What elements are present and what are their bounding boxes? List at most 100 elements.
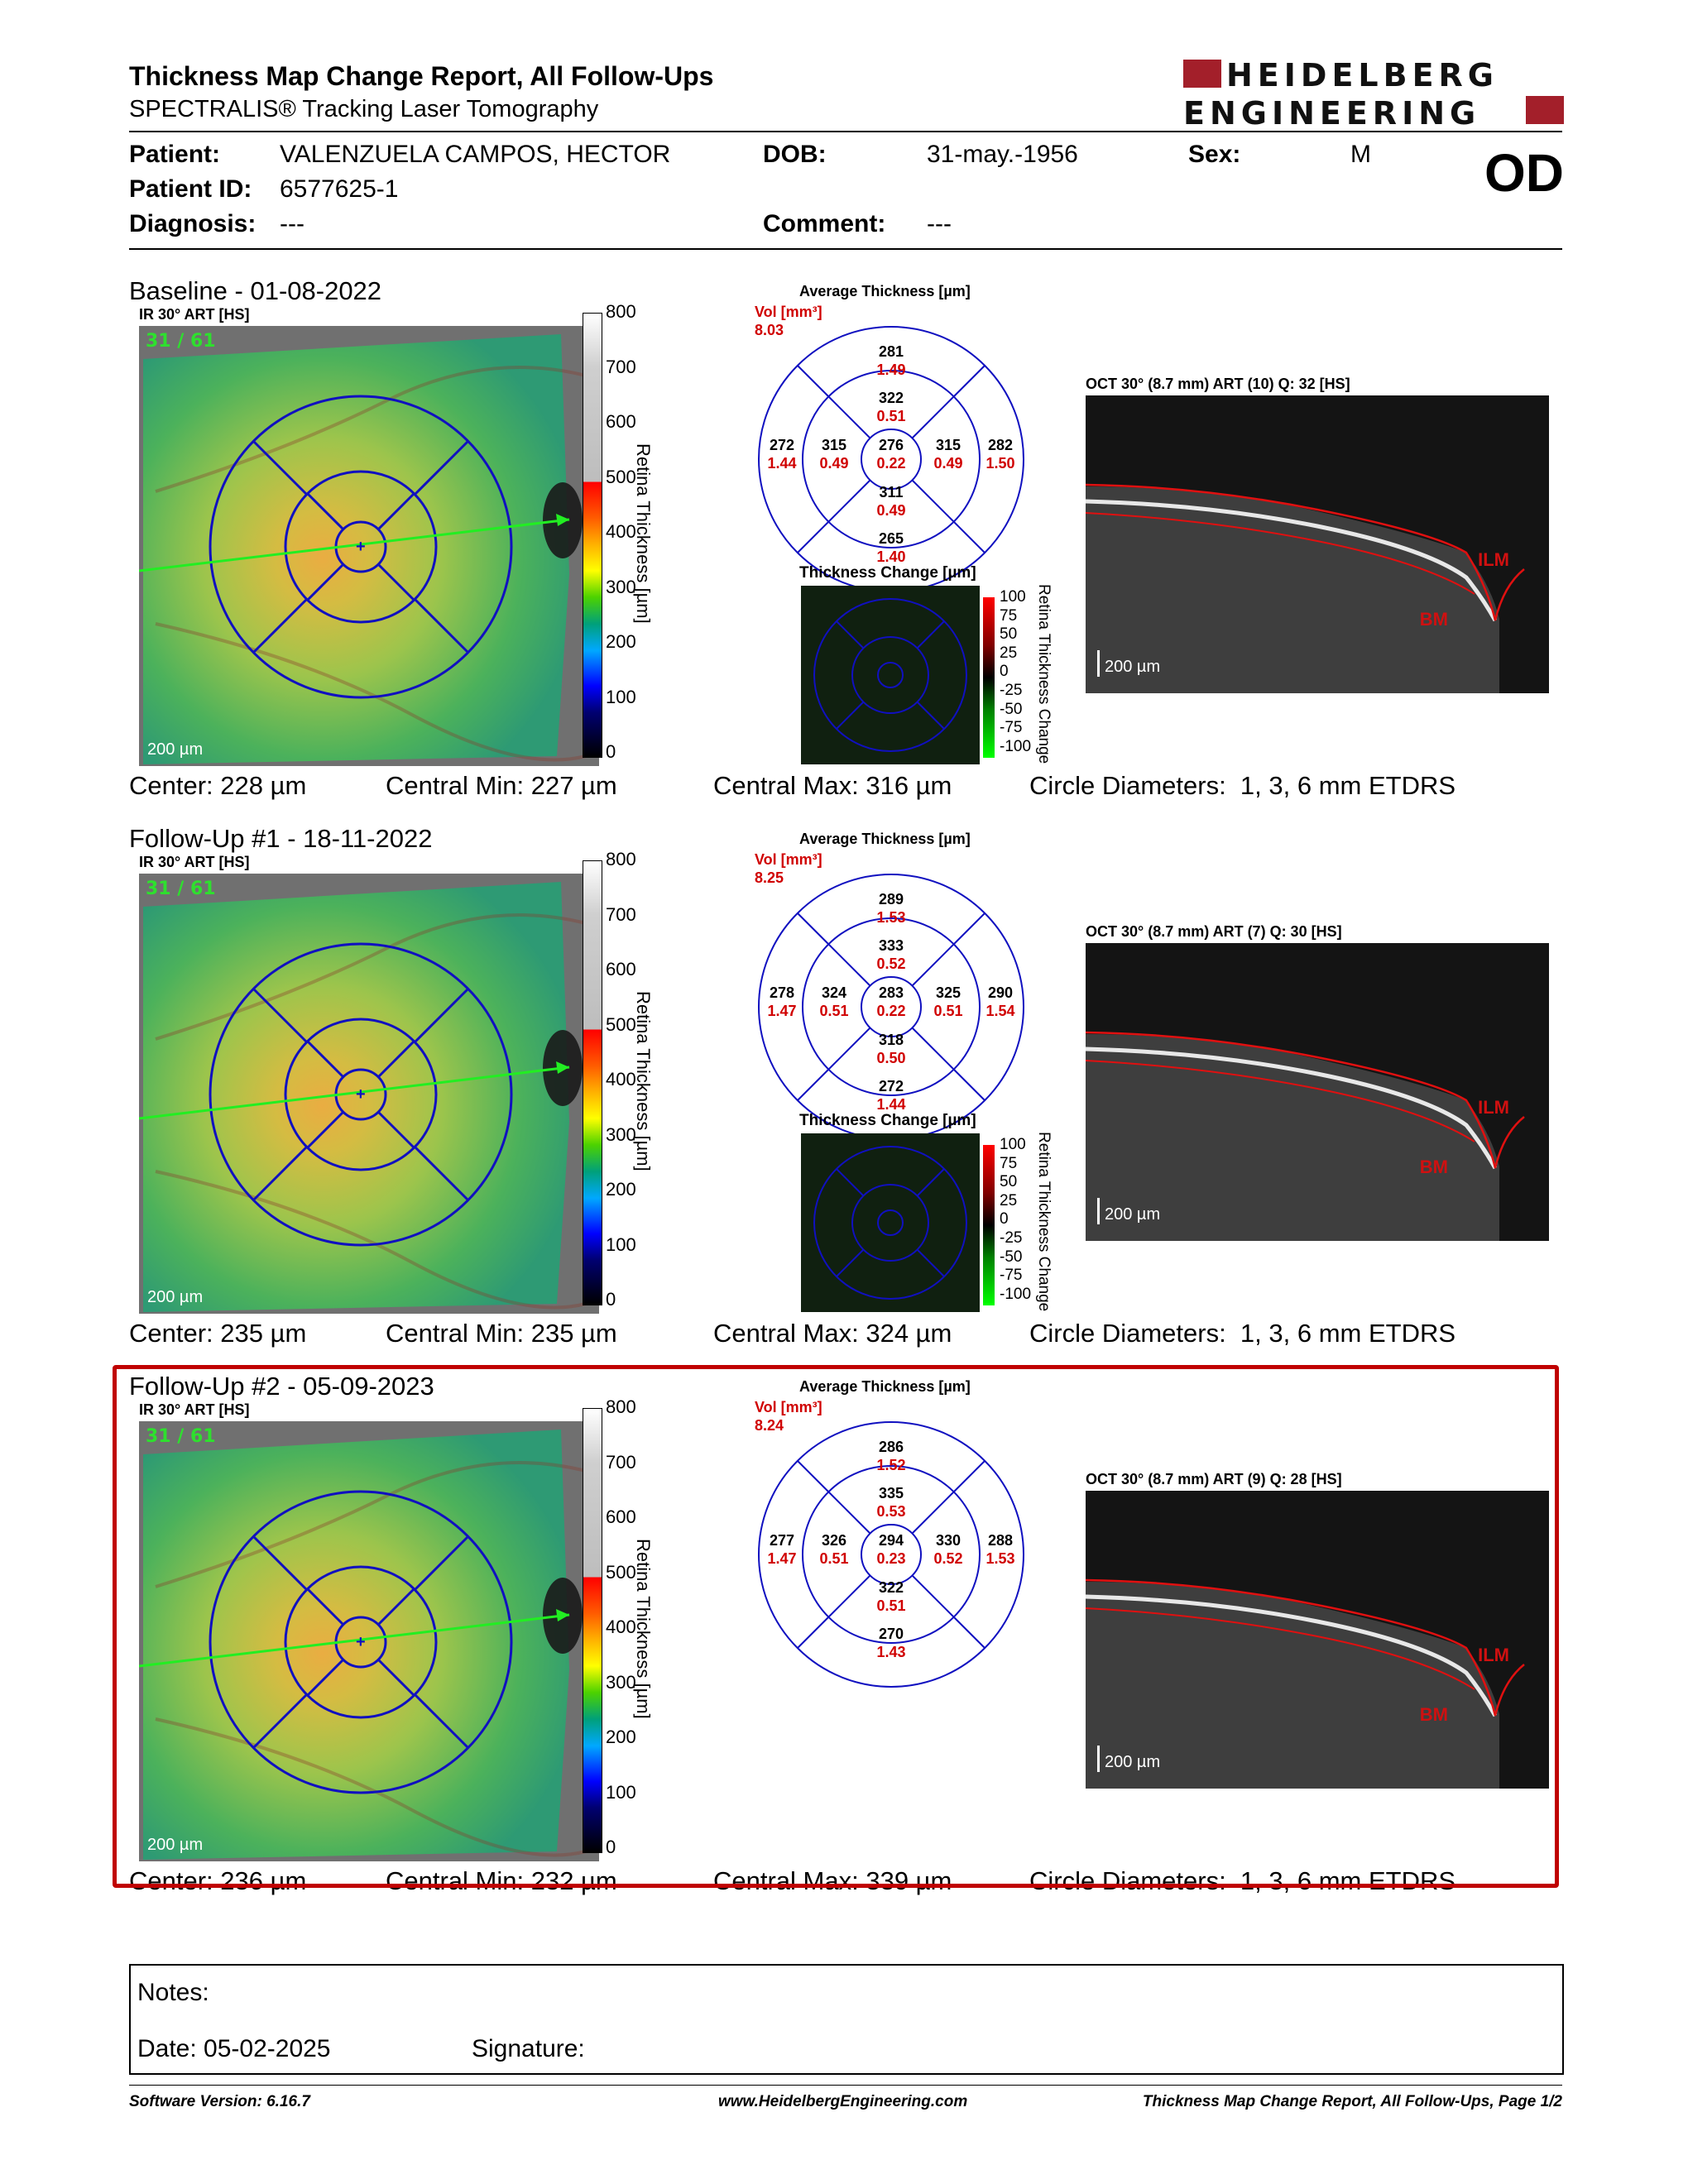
ilm-label: ILM bbox=[1478, 1097, 1509, 1118]
change-colorbar-tick: 75 bbox=[1000, 606, 1018, 625]
thickness-colorbar bbox=[583, 313, 602, 758]
sector-volume: 0.49 bbox=[933, 455, 963, 472]
etdrs-sector-outer-inf: 270 1.43 bbox=[858, 1625, 924, 1661]
thickness-map-image: + 31 / 61 200 µm bbox=[139, 874, 599, 1314]
change-colorbar-tick: 100 bbox=[1000, 1136, 1026, 1153]
etdrs-sector-inner-nasal: 330 0.52 bbox=[915, 1531, 981, 1568]
svg-text:+: + bbox=[356, 1633, 366, 1651]
sector-thickness: 265 bbox=[878, 530, 904, 547]
header-divider bbox=[129, 131, 1562, 132]
change-axis-label: Retina Thickness Change bbox=[1035, 584, 1053, 764]
change-colorbar-tick: -100 bbox=[1000, 1285, 1032, 1303]
etdrs-sector-inner-nasal: 315 0.49 bbox=[915, 436, 981, 472]
change-colorbar-tick: -75 bbox=[1000, 1267, 1023, 1285]
volume-block: Vol [mm³] 8.24 bbox=[755, 1398, 822, 1434]
ir-image-title: IR 30° ART [HS] bbox=[139, 854, 250, 870]
notes-box[interactable]: Notes: Date: 05-02-2025 Signature: bbox=[129, 1964, 1564, 2075]
change-colorbar-tick: 50 bbox=[1000, 625, 1018, 644]
ir-image-title: IR 30° ART [HS] bbox=[139, 306, 250, 323]
patient-id-label: Patient ID: bbox=[129, 175, 252, 203]
volume-value: 8.03 bbox=[755, 322, 784, 338]
sector-volume: 0.52 bbox=[876, 956, 906, 972]
sector-volume: 0.50 bbox=[876, 1050, 906, 1066]
page-indicator: Thickness Map Change Report, All Follow-… bbox=[1142, 2093, 1562, 2110]
change-colorbar-tick: 25 bbox=[1000, 1191, 1018, 1209]
patient-label: Patient: bbox=[129, 141, 221, 168]
sector-thickness: 315 bbox=[821, 437, 847, 453]
change-colorbar bbox=[983, 597, 995, 758]
change-colorbar-tick: -25 bbox=[1000, 1229, 1023, 1247]
oct-scan-title: OCT 30° (8.7 mm) ART (7) Q: 30 [HS] bbox=[1086, 923, 1342, 940]
sector-thickness: 318 bbox=[878, 1032, 904, 1048]
sector-volume: 1.47 bbox=[767, 1003, 797, 1019]
svg-text:+: + bbox=[356, 538, 366, 556]
colorbar-tick: 800 bbox=[606, 849, 636, 869]
sector-volume: 1.44 bbox=[767, 455, 797, 472]
heidelberg-logo: HEIDELBERG ENGINEERING bbox=[1183, 57, 1564, 132]
oct-bscan-image: ILM BM 200 µm bbox=[1086, 943, 1549, 1241]
signature-label: Signature: bbox=[472, 2035, 585, 2062]
thickness-colorbar bbox=[583, 1408, 602, 1853]
center-thickness: Center: 235 µm bbox=[129, 1319, 307, 1348]
volume-label: Vol [mm³] bbox=[755, 304, 822, 320]
etdrs-sector-inner-sup: 322 0.51 bbox=[858, 389, 924, 425]
circle-diameters: Circle Diameters: 1, 3, 6 mm ETDRS bbox=[1029, 1866, 1456, 1895]
sector-thickness: 277 bbox=[769, 1532, 795, 1549]
patient-divider bbox=[129, 248, 1562, 250]
date-label: Date: 05-02-2025 bbox=[137, 2035, 331, 2062]
etdrs-sector-inner-nasal: 325 0.51 bbox=[915, 984, 981, 1020]
etdrs-sector-outer-nasal: 288 1.53 bbox=[967, 1531, 1033, 1568]
website-link[interactable]: www.HeidelbergEngineering.com bbox=[718, 2093, 968, 2110]
circle-diameters: Circle Diameters: 1, 3, 6 mm ETDRS bbox=[1029, 1319, 1456, 1348]
etdrs-sector-outer-sup: 281 1.49 bbox=[858, 342, 924, 379]
etdrs-sector-inner-inf: 318 0.50 bbox=[858, 1031, 924, 1067]
circle-diameters: Circle Diameters: 1, 3, 6 mm ETDRS bbox=[1029, 771, 1456, 800]
volume-label: Vol [mm³] bbox=[755, 1399, 822, 1415]
change-colorbar-tick: -25 bbox=[1000, 682, 1023, 699]
colorbar-tick: 100 bbox=[606, 686, 636, 707]
svg-text:HEIDELBERG: HEIDELBERG bbox=[1226, 58, 1499, 93]
volume-block: Vol [mm³] 8.03 bbox=[755, 303, 822, 339]
sector-volume: 1.49 bbox=[876, 362, 906, 378]
colorbar-tick: 100 bbox=[606, 1233, 636, 1255]
sector-volume: 0.22 bbox=[876, 455, 906, 472]
sector-thickness: 333 bbox=[878, 937, 904, 954]
sector-volume: 1.50 bbox=[985, 455, 1015, 472]
oct-bscan-image: ILM BM 200 µm bbox=[1086, 395, 1549, 693]
dob-label: DOB: bbox=[763, 141, 827, 168]
central-max: Central Max: 316 µm bbox=[713, 771, 952, 800]
sector-volume: 0.51 bbox=[876, 1597, 906, 1614]
change-colorbar-tick: 75 bbox=[1000, 1154, 1018, 1172]
colorbar-tick: 0 bbox=[606, 741, 616, 762]
sector-thickness: 322 bbox=[878, 1579, 904, 1596]
colorbar-axis-label: Retina Thickness [µm] bbox=[633, 991, 654, 1171]
svg-text:+: + bbox=[356, 1085, 366, 1104]
sector-thickness: 315 bbox=[935, 437, 961, 453]
center-thickness: Center: 228 µm bbox=[129, 771, 307, 800]
central-max: Central Max: 339 µm bbox=[713, 1866, 952, 1895]
sector-thickness: 324 bbox=[821, 984, 847, 1001]
svg-text:ENGINEERING: ENGINEERING bbox=[1183, 95, 1480, 127]
colorbar-tick: 300 bbox=[606, 576, 636, 597]
comment-value: --- bbox=[927, 210, 952, 237]
etdrs-sector-inner-sup: 333 0.52 bbox=[858, 936, 924, 973]
change-colorbar-tick: -100 bbox=[1000, 737, 1032, 755]
scale-bar-label: 200 µm bbox=[147, 740, 204, 759]
sector-thickness: 326 bbox=[821, 1532, 847, 1549]
exam-title: Follow-Up #1 - 18-11-2022 bbox=[129, 824, 433, 853]
colorbar-tick: 600 bbox=[606, 959, 636, 979]
sector-volume: 1.40 bbox=[876, 548, 906, 565]
sector-thickness: 272 bbox=[878, 1078, 904, 1094]
volume-value: 8.25 bbox=[755, 869, 784, 886]
volume-label: Vol [mm³] bbox=[755, 851, 822, 868]
etdrs-sector-outer-temp: 272 1.44 bbox=[749, 436, 815, 472]
sex-value: M bbox=[1350, 141, 1371, 168]
thickness-map-image: + 31 / 61 200 µm bbox=[139, 326, 599, 766]
sector-volume: 0.51 bbox=[933, 1003, 963, 1019]
colorbar-tick: 100 bbox=[606, 1781, 636, 1803]
etdrs-sector-outer-temp: 278 1.47 bbox=[749, 984, 815, 1020]
sector-thickness: 281 bbox=[878, 343, 904, 360]
change-colorbar-tick: 50 bbox=[1000, 1173, 1018, 1191]
colorbar-tick: 300 bbox=[606, 1123, 636, 1145]
fixation-count: 31 / 61 bbox=[146, 331, 216, 352]
